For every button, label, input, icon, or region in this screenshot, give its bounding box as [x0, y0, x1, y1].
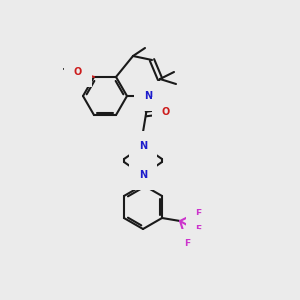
Text: N: N	[139, 170, 147, 180]
Text: F: F	[195, 224, 201, 233]
Text: F: F	[195, 209, 201, 218]
Text: N: N	[139, 141, 147, 151]
Text: N: N	[144, 91, 152, 101]
Text: O: O	[162, 107, 170, 117]
Text: F: F	[184, 238, 190, 247]
Text: O: O	[74, 67, 82, 77]
